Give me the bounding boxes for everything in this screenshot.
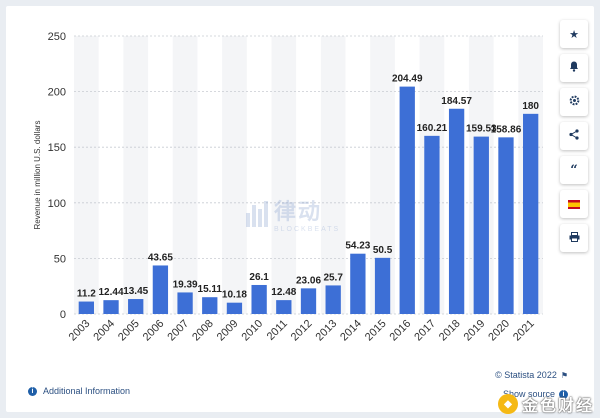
y-tick-label: 50 xyxy=(54,253,66,265)
favorite-button[interactable]: ★ xyxy=(560,20,588,48)
x-tick-label: 2013 xyxy=(314,318,340,344)
info-icon: i xyxy=(28,386,37,396)
x-tick-label: 2019 xyxy=(462,318,488,344)
x-tick-label: 2004 xyxy=(91,318,117,344)
x-tick-label: 2003 xyxy=(67,318,93,344)
x-tick-label: 2011 xyxy=(265,318,290,343)
data-label: 54.23 xyxy=(345,241,370,252)
y-tick-label: 150 xyxy=(48,142,66,154)
cite-button[interactable]: “ xyxy=(560,156,588,184)
print-button[interactable] xyxy=(560,224,588,252)
data-label: 26.1 xyxy=(249,272,269,283)
data-label: 12.44 xyxy=(99,287,124,298)
y-tick-label: 100 xyxy=(48,198,66,210)
data-label: 13.45 xyxy=(123,286,148,297)
data-label: 184.57 xyxy=(441,96,472,107)
x-tick-label: 2021 xyxy=(511,318,537,344)
share-button[interactable] xyxy=(560,122,588,150)
bar xyxy=(448,108,465,314)
data-label: 25.7 xyxy=(323,272,343,283)
star-icon: ★ xyxy=(569,28,579,41)
plot-band xyxy=(271,36,297,314)
x-tick-label: 2015 xyxy=(363,318,389,344)
y-tick-label: 200 xyxy=(48,87,66,99)
gear-icon xyxy=(569,95,580,109)
bar xyxy=(177,292,193,314)
additional-information-label: Additional Information xyxy=(43,386,131,396)
x-tick-label: 2007 xyxy=(165,318,191,344)
data-label: 19.39 xyxy=(173,279,198,290)
bar xyxy=(399,86,415,314)
bar xyxy=(300,288,317,314)
data-label: 43.65 xyxy=(148,252,173,263)
share-icon xyxy=(569,129,579,143)
bar xyxy=(498,137,514,314)
bar xyxy=(325,285,341,314)
show-source-link[interactable]: Show source i xyxy=(503,389,568,399)
bar xyxy=(78,301,94,314)
additional-information-link[interactable]: i Additional Information xyxy=(28,386,130,396)
x-tick-label: 2006 xyxy=(141,318,167,344)
bar xyxy=(374,257,391,314)
data-label: 11.2 xyxy=(77,289,96,300)
x-tick-label: 2020 xyxy=(486,318,512,344)
data-label: 12.48 xyxy=(271,287,296,298)
language-button[interactable] xyxy=(560,190,588,218)
flag-icon: ⚑ xyxy=(560,370,568,380)
quote-icon: “ xyxy=(570,162,578,178)
chart-card: 0 50 100 150 200 250 Revenue in million U.S. d… xyxy=(6,6,594,412)
plot-band xyxy=(222,36,247,314)
brand-text: 金色财经 xyxy=(521,398,594,415)
info-icon: i xyxy=(559,389,568,399)
x-tick-label: 2014 xyxy=(338,318,364,344)
bar xyxy=(152,265,169,314)
x-tick-label: 2012 xyxy=(289,318,315,344)
bar xyxy=(226,302,243,314)
bar xyxy=(523,113,539,314)
x-tick-label: 2010 xyxy=(239,318,265,344)
data-label: 158.86 xyxy=(491,124,522,135)
bar xyxy=(128,299,144,314)
print-icon xyxy=(569,231,580,245)
flag-spain-icon xyxy=(568,199,580,209)
x-tick-label: 2005 xyxy=(116,318,142,344)
plot-band xyxy=(123,36,149,314)
data-label: 15.11 xyxy=(198,284,223,295)
bar xyxy=(276,300,292,314)
data-label: 160.21 xyxy=(417,123,448,134)
statista-credit-link[interactable]: © Statista 2022 ⚑ xyxy=(495,370,568,380)
data-label: 10.18 xyxy=(222,290,247,301)
y-tick-label: 250 xyxy=(48,31,66,43)
data-label: 23.06 xyxy=(296,275,321,286)
settings-button[interactable] xyxy=(560,88,588,116)
bar xyxy=(473,136,489,314)
y-axis-label: Revenue in million U.S. dollars xyxy=(33,121,42,230)
chart-toolbar: ★ “ xyxy=(560,20,590,258)
plot-band xyxy=(74,36,99,314)
bar xyxy=(251,284,267,314)
jinse-logo-icon: ◆ xyxy=(497,394,518,414)
x-tick-label: 2017 xyxy=(412,318,438,344)
data-label: 50.5 xyxy=(373,245,393,256)
show-source-label: Show source xyxy=(502,389,555,399)
bar xyxy=(424,135,440,314)
jinse-brand-watermark: ◆ 金色财经 xyxy=(497,392,594,416)
data-label: 180 xyxy=(522,101,539,112)
x-tick-label: 2009 xyxy=(215,318,241,344)
plot-band xyxy=(172,36,198,314)
plot-band xyxy=(320,36,346,314)
notification-button[interactable] xyxy=(560,54,588,82)
credit-label: © Statista 2022 xyxy=(495,370,557,380)
bar-chart: 0 50 100 150 200 250 Revenue in million U.S. d… xyxy=(33,31,543,344)
data-label: 204.49 xyxy=(392,74,423,85)
y-tick-label: 0 xyxy=(60,309,66,321)
data-label: 159.53 xyxy=(466,124,497,135)
bell-icon xyxy=(569,61,579,75)
bar xyxy=(350,253,366,314)
bar xyxy=(202,297,218,314)
x-tick-label: 2018 xyxy=(437,318,463,344)
x-tick-label: 2008 xyxy=(190,318,216,344)
bar xyxy=(103,300,119,314)
x-tick-label: 2016 xyxy=(388,318,414,344)
